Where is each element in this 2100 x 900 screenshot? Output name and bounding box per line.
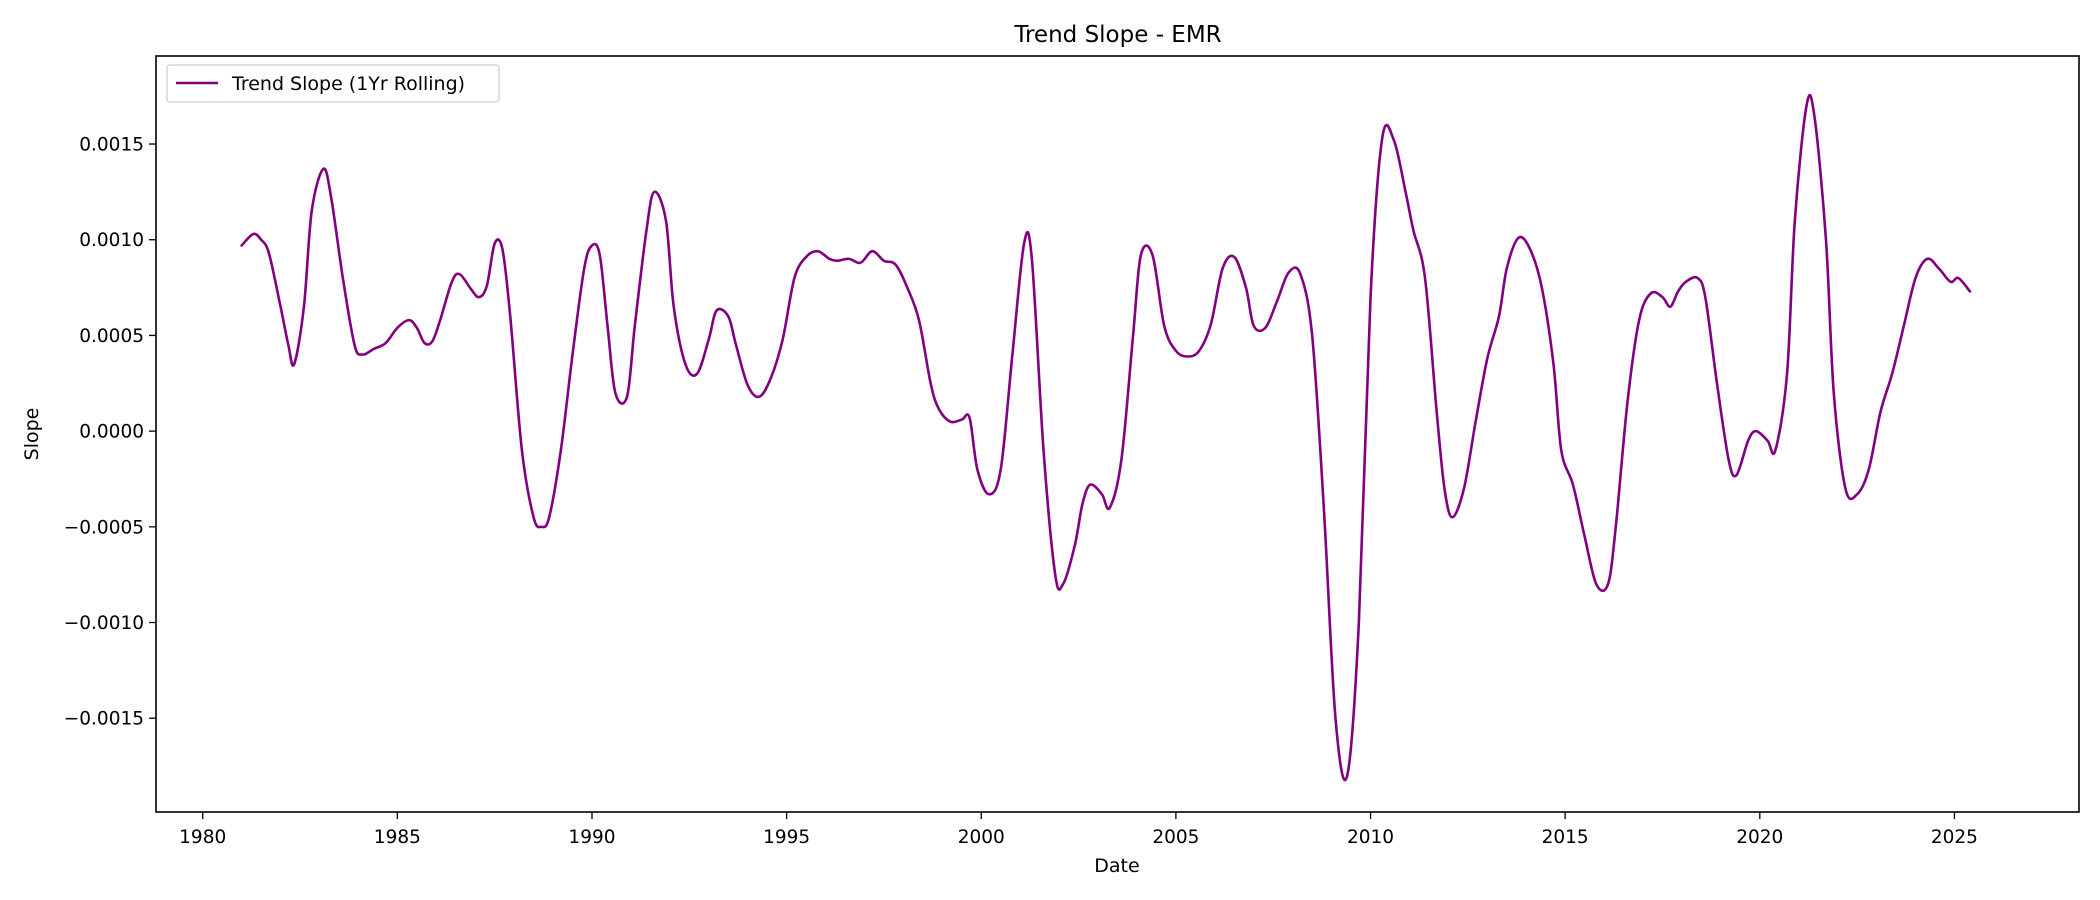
x-tick-label: 2010 — [1347, 827, 1394, 848]
legend: Trend Slope (1Yr Rolling) — [166, 64, 500, 103]
y-tick-label: −0.0015 — [64, 709, 144, 730]
y-tick-label: 0.0015 — [79, 135, 144, 156]
x-tick-label: 2000 — [958, 827, 1005, 848]
y-tick-label: 0.0010 — [79, 230, 144, 251]
y-axis-ticks: −0.0015 −0.0010 −0.0005 0.0000 0.0005 0.0010 0… — [64, 135, 156, 730]
x-tick-label: 1985 — [374, 827, 421, 848]
x-tick-label: 2015 — [1542, 827, 1589, 848]
x-axis-ticks: 1980 1985 1990 1995 2000 2005 2010 2015 2020 2025 — [179, 812, 1978, 848]
x-tick-label: 1990 — [568, 827, 615, 848]
x-axis-label: Date — [1094, 855, 1139, 877]
y-axis-label: Slope — [21, 408, 43, 461]
x-tick-label: 1980 — [179, 827, 226, 848]
x-tick-label: 2025 — [1931, 827, 1978, 848]
chart-title: Trend Slope - EMR — [1013, 22, 1221, 48]
x-tick-label: 1995 — [763, 827, 810, 848]
series-line-0 — [240, 93, 1972, 782]
y-tick-label: 0.0005 — [79, 326, 144, 347]
y-tick-label: 0.0000 — [79, 422, 144, 443]
x-tick-label: 2020 — [1736, 827, 1783, 848]
y-tick-label: −0.0010 — [64, 613, 144, 634]
x-tick-label: 2005 — [1152, 827, 1199, 848]
y-tick-label: −0.0005 — [64, 517, 144, 538]
plot-area — [240, 93, 1972, 782]
legend-box — [166, 64, 500, 103]
plot-frame — [155, 55, 2080, 813]
legend-label: Trend Slope (1Yr Rolling) — [231, 73, 465, 95]
